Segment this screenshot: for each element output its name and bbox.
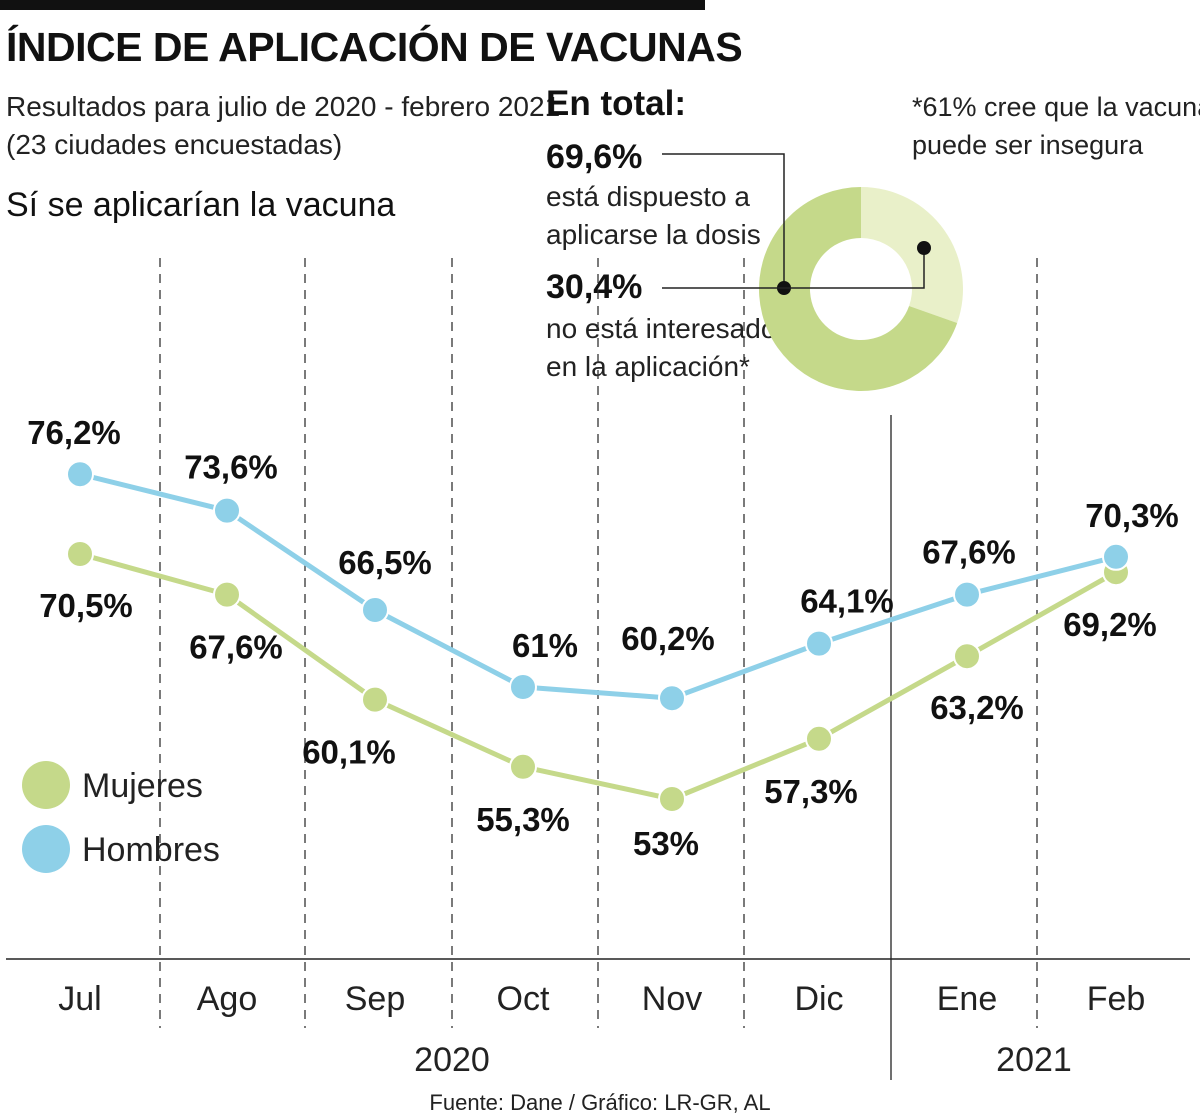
data-point-men [1102,542,1130,571]
data-label-women: 55,3% [476,801,570,838]
data-label-men: 70,3% [1085,497,1179,534]
x-tick-label: Jul [58,980,101,1018]
x-tick-label: Nov [642,980,702,1018]
data-point-women [361,685,389,714]
legend-men-swatch [22,825,70,873]
donut-slice-not-interested [861,187,963,323]
section-label: Sí se aplicarían la vacuna [6,186,396,224]
data-label-women: 67,6% [189,629,283,666]
x-tick-label: Sep [345,980,406,1018]
data-label-women: 69,2% [1063,606,1157,643]
data-point-women [953,642,981,671]
willing-percent: 69,6% [546,138,643,176]
donut-chart [662,153,963,392]
data-label-men: 66,5% [338,544,432,581]
willing-desc-2: aplicarse la dosis [546,219,761,250]
data-point-women [509,752,537,781]
willing-leader-line [662,153,785,288]
data-label-men: 73,6% [184,449,278,486]
not-interested-percent: 30,4% [546,268,643,306]
data-label-women: 63,2% [930,689,1024,726]
insecure-note-1: *61% cree que la vacuna [912,92,1200,122]
data-label-women: 57,3% [764,773,858,810]
data-label-women: 60,1% [302,734,396,771]
grid-layer [6,258,1190,1080]
insecure-note-2: puede ser insegura [912,130,1144,160]
data-point-men [509,673,537,701]
data-label-men: 67,6% [922,534,1016,571]
data-label-women: 70,5% [39,587,133,624]
x-tick-label: Feb [1087,980,1146,1018]
donut-slice-willing [759,187,958,392]
legend-women-label: Mujeres [82,767,203,805]
x-tick-label: Ago [197,980,258,1018]
not-interested-leader-line [662,248,925,289]
data-point-men [361,596,389,624]
total-heading: En total: [546,84,686,123]
data-point-women [66,540,94,568]
data-point-women [805,724,833,753]
series-line-men [79,471,1117,701]
series-line-women [79,551,1118,802]
data-point-men [658,684,686,713]
data-label-men: 64,1% [800,583,894,620]
top-rule [0,0,705,10]
data-label-men: 60,2% [621,620,715,657]
data-point-men [213,496,241,525]
series-layer [66,460,1130,813]
label-layer: Jul Ago Sep Oct Nov Dic Ene Feb 2020 2021 76,2% 73,… [27,414,1179,1079]
not-interested-leader-dot [917,241,931,255]
data-label-men: 76,2% [27,414,121,451]
data-point-men [66,460,94,489]
page-title: ÍNDICE DE APLICACIÓN DE VACUNAS [6,24,743,70]
data-point-women [658,785,686,813]
data-point-women [213,580,241,609]
legend-women-swatch [22,761,70,809]
subtitle-cities: (23 ciudades encuestadas) [6,129,343,160]
data-point-men [953,580,981,609]
not-interested-desc-2: en la aplicación* [546,351,750,382]
data-label-men: 61% [512,627,578,664]
x-tick-label: Oct [497,980,550,1018]
subtitle-period: Resultados para julio de 2020 - febrero … [6,91,561,122]
x-tick-label: Ene [937,980,998,1018]
legend-men-label: Hombres [82,831,220,869]
data-label-women: 53% [633,825,699,862]
source-credit: Fuente: Dane / Gráfico: LR-GR, AL [429,1090,771,1115]
year-label: 2020 [414,1041,490,1079]
x-tick-label: Dic [794,980,843,1018]
willing-desc-1: está dispuesto a [546,181,750,212]
data-point-men [805,629,833,658]
not-interested-desc-1: no está interesado [546,313,777,344]
year-label: 2021 [996,1041,1072,1079]
